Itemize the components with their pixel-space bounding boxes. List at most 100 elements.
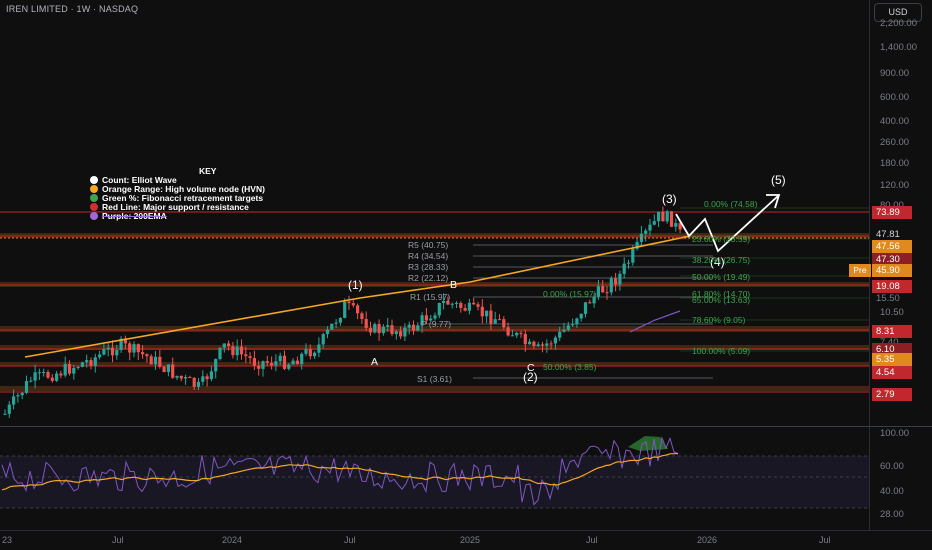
- candle-body: [648, 224, 652, 231]
- candle-body: [669, 211, 674, 227]
- wave-label-c: C: [527, 362, 535, 374]
- pivot-label: R3 (28.33): [408, 262, 449, 272]
- candle-body: [678, 223, 682, 230]
- key-item: Purple: 200EMA: [90, 211, 167, 221]
- rsi-line: [1, 436, 679, 506]
- candle-body: [20, 392, 24, 396]
- candle-body: [93, 357, 97, 366]
- candle-body: [244, 354, 248, 357]
- candle-body: [201, 376, 205, 382]
- rsi-pane[interactable]: [0, 427, 870, 530]
- fib-label: 23.60% (33.59): [692, 234, 751, 244]
- key-item: Orange Range: High volume node (HVN): [90, 184, 265, 194]
- candle-body: [622, 263, 626, 274]
- candle-body: [661, 211, 665, 222]
- candle-body: [287, 364, 291, 369]
- candle-body: [123, 338, 127, 344]
- candle-body: [583, 302, 588, 314]
- price-badge: 4.54: [872, 366, 912, 379]
- candle-body: [394, 331, 398, 335]
- candle-body: [63, 364, 67, 376]
- candle-body: [558, 331, 562, 338]
- candle-body: [265, 361, 269, 363]
- rsi-band: [0, 456, 870, 508]
- price-badge: 45.90: [872, 264, 912, 277]
- candle-body: [351, 303, 355, 306]
- price-tick: 900.00: [880, 68, 910, 79]
- fib-label: 65.00% (13.63): [692, 295, 751, 305]
- candle-body: [575, 318, 579, 325]
- candle-body: [343, 301, 347, 318]
- candle-body: [579, 313, 583, 319]
- green-dot-icon: [90, 194, 98, 202]
- candle-body: [609, 278, 613, 293]
- time-tick: 2025: [460, 535, 481, 545]
- candle-body: [291, 360, 295, 365]
- pivot-label: R1 (15.97): [410, 292, 451, 302]
- candle-body: [274, 361, 278, 366]
- fib-label: 50.00% (3.85): [543, 362, 597, 372]
- candle-body: [153, 356, 158, 365]
- currency-button[interactable]: USD: [874, 3, 922, 22]
- candle-body: [209, 371, 213, 380]
- pivot-label: R2 (22.12): [408, 273, 449, 283]
- candle-body: [566, 325, 570, 330]
- candle-body: [37, 372, 41, 374]
- candle-body: [420, 315, 424, 326]
- candle-body: [184, 377, 188, 379]
- candle-body: [248, 356, 252, 359]
- symbol-title[interactable]: IREN LIMITED · 1W · NASDAQ: [6, 4, 139, 14]
- candle-body: [308, 349, 312, 357]
- price-tick: 1,400.00: [880, 42, 917, 53]
- fib-label: 0.00% (15.97): [543, 289, 597, 299]
- candle-body: [55, 373, 59, 381]
- price-tick: 80.00: [880, 200, 904, 211]
- candle-body: [235, 346, 239, 356]
- candle-body: [360, 313, 364, 319]
- time-tick: Jul: [112, 535, 124, 545]
- candle-body: [119, 338, 123, 351]
- price-badge: 47.81: [876, 229, 900, 240]
- candle-body: [72, 367, 76, 374]
- candle-body: [29, 380, 33, 382]
- candle-body: [519, 332, 523, 334]
- rsi-tick: 28.00: [880, 509, 904, 520]
- fib-label: 0.00% (74.58): [704, 199, 758, 209]
- pivot-label: P (9.77): [421, 319, 452, 329]
- candle-body: [214, 359, 218, 372]
- fib-label: 38.20% (26.75): [692, 255, 751, 265]
- candle-body: [295, 360, 299, 365]
- candle-body: [626, 262, 631, 264]
- pane-divider[interactable]: [0, 426, 932, 427]
- hvn-band: [0, 345, 870, 350]
- fib-label: 100.00% (5.09): [692, 346, 751, 356]
- pivot-label: R4 (34.54): [408, 251, 449, 261]
- key-item: Count: Elliot Wave: [90, 175, 177, 185]
- price-tick: 2,200.00: [880, 18, 917, 29]
- premarket-label: Pre: [849, 264, 871, 277]
- candle-body: [381, 326, 385, 334]
- candle-body: [188, 377, 192, 379]
- orange-dot-icon: [90, 185, 98, 193]
- candle-body: [106, 347, 110, 350]
- candle-body: [257, 365, 261, 369]
- candle-body: [321, 334, 325, 345]
- candle-body: [631, 248, 635, 263]
- candle-body: [614, 278, 618, 285]
- candle-body: [98, 354, 102, 358]
- pivot-label: R5 (40.75): [408, 240, 449, 250]
- time-tick: 2026: [697, 535, 718, 545]
- price-tick: 120.00: [880, 180, 910, 191]
- price-pane[interactable]: [0, 0, 870, 426]
- candle-body: [67, 364, 72, 374]
- candle-body: [454, 303, 459, 305]
- candle-body: [300, 353, 304, 365]
- candle-body: [601, 286, 605, 293]
- price-badge: 5.35: [872, 353, 912, 366]
- candle-body: [442, 300, 446, 303]
- wave-label-4: (4): [710, 255, 725, 269]
- candle-body: [463, 308, 467, 311]
- candle-body: [179, 375, 183, 379]
- price-badge: 47.30: [872, 253, 912, 266]
- key-item: Green %: Fibonacci retracement targets: [90, 193, 263, 203]
